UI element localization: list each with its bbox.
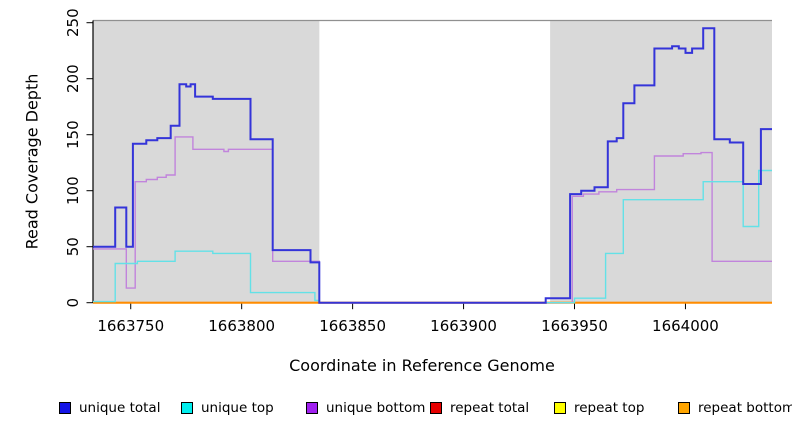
legend-item-unique-bottom: unique bottom (306, 399, 425, 417)
y-tick-label: 150 (64, 120, 82, 149)
x-axis-ticks: 1663750 1663800 1663850 1663900 1663950 16640… (97, 302, 719, 335)
legend-label: unique bottom (326, 400, 426, 416)
legend-item-repeat-total: repeat total (430, 399, 529, 417)
legend-swatch-icon (678, 402, 690, 414)
x-tick-label: 1664000 (652, 317, 719, 335)
x-tick-label: 1663850 (319, 317, 386, 335)
series-lines (93, 27, 772, 304)
legend-swatch-icon (430, 402, 442, 414)
legend-label: unique top (201, 400, 274, 416)
x-tick-label: 1663800 (208, 317, 275, 335)
y-tick-label: 100 (64, 176, 82, 205)
legend-swatch-icon (181, 402, 193, 414)
legend-label: repeat total (450, 400, 530, 416)
y-tick-label: 50 (64, 237, 82, 256)
legend: unique total unique top unique bottom repea… (0, 399, 792, 423)
legend-swatch-icon (306, 402, 318, 414)
y-axis-ticks: 0 50 100 150 200 250 (64, 8, 93, 307)
y-axis-title: Read Coverage Depth (22, 73, 42, 250)
target-region (93, 20, 320, 304)
y-tick-label: 0 (64, 298, 82, 308)
x-axis-title: Coordinate in Reference Genome (0, 356, 792, 375)
legend-label: unique total (79, 400, 161, 416)
x-tick-label: 1663950 (541, 317, 608, 335)
legend-label: repeat top (574, 400, 645, 416)
legend-item-unique-top: unique top (181, 399, 274, 417)
legend-item-repeat-bottom: repeat bottom (678, 399, 792, 417)
legend-item-repeat-top: repeat top (554, 399, 644, 417)
y-tick-label: 250 (64, 8, 82, 37)
y-tick-label: 200 (64, 64, 82, 93)
x-tick-label: 1663900 (430, 317, 497, 335)
x-tick-label: 1663750 (97, 317, 164, 335)
series-line-unique-total (93, 27, 772, 304)
x-axis-title-text: Coordinate in Reference Genome (289, 356, 555, 375)
legend-swatch-icon (554, 402, 566, 414)
target-region-highlights (93, 20, 772, 304)
target-region (550, 20, 772, 304)
legend-label: repeat bottom (698, 400, 792, 416)
legend-item-unique-total: unique total (59, 399, 160, 417)
legend-swatch-icon (59, 402, 71, 414)
